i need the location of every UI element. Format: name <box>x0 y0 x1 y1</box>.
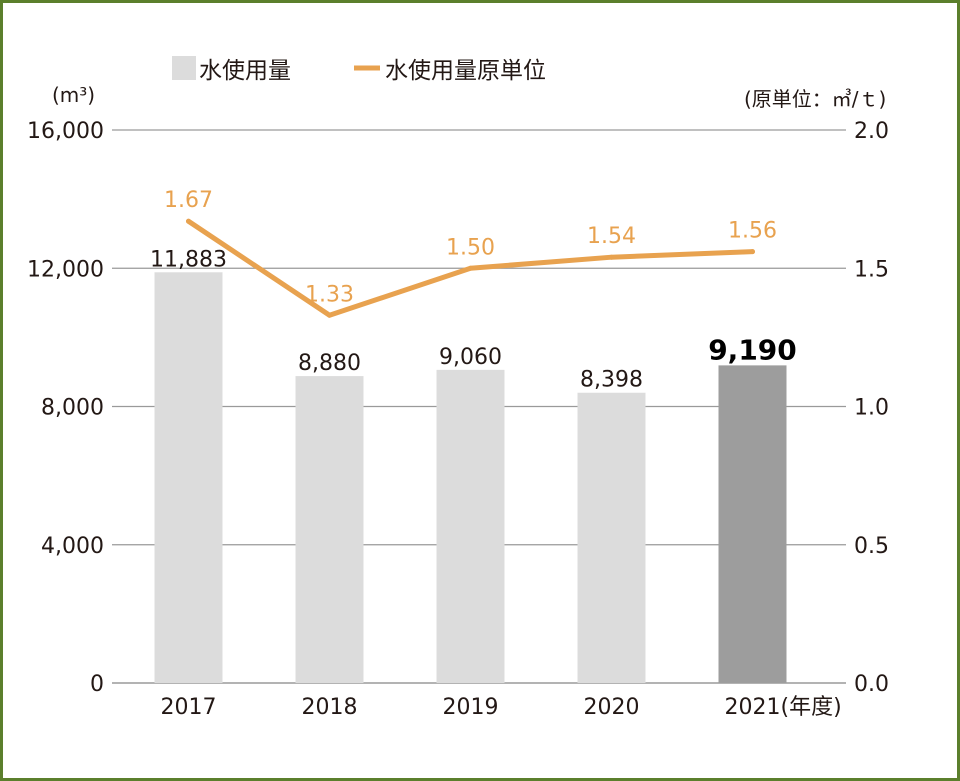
line-value-label: 1.67 <box>164 188 213 213</box>
unit-usage-line <box>186 218 755 318</box>
left-tick-label: 0 <box>90 672 104 697</box>
right-axis-unit: (原単位：㎥/ｔ) <box>744 87 886 111</box>
line-point <box>750 249 755 255</box>
x-axis-unit-label: (年度) <box>781 695 842 720</box>
bar-value-label: 8,880 <box>298 351 361 376</box>
x-tick-label: 2019 <box>443 695 499 720</box>
left-axis-unit: (m³) <box>52 83 95 107</box>
x-tick-label: 2018 <box>302 695 358 720</box>
line-point <box>327 312 332 318</box>
left-tick-label: 8,000 <box>41 396 104 421</box>
bar-2021 <box>718 365 787 683</box>
right-tick-label: 0.0 <box>854 672 889 697</box>
x-tick-label: 2020 <box>584 695 640 720</box>
right-tick-label: 1.5 <box>854 257 889 282</box>
x-tick-label: 2017 <box>161 695 217 720</box>
left-tick-label: 12,000 <box>27 257 104 282</box>
bar-value-label: 8,398 <box>580 368 643 393</box>
line-value-label: 1.50 <box>446 235 495 260</box>
right-tick-label: 2.0 <box>854 119 889 144</box>
bar-value-label: 9,190 <box>708 333 797 366</box>
x-tick-label: 2021 <box>725 695 781 720</box>
x-axis-ticks: 2017 2018 2019 2020 2021 (年度) <box>161 695 842 720</box>
bar-value-label: 9,060 <box>439 345 502 370</box>
line-point <box>186 218 191 224</box>
right-axis-ticks: 0.0 0.5 1.0 1.5 2.0 <box>854 119 889 697</box>
line-value-label: 1.33 <box>305 282 354 307</box>
legend-label-bar: 水使用量 <box>199 58 291 84</box>
legend-swatch-bar <box>172 56 196 80</box>
left-axis-ticks: 0 4,000 8,000 12,000 16,000 <box>27 119 104 697</box>
bar-2020 <box>577 392 646 683</box>
bar-value-labels: 11,883 8,880 9,060 8,398 9,190 <box>150 247 797 392</box>
bars <box>154 272 787 683</box>
legend: 水使用量 水使用量原単位 <box>172 56 546 84</box>
left-tick-label: 16,000 <box>27 119 104 144</box>
line-value-label: 1.54 <box>587 224 636 249</box>
line-value-label: 1.56 <box>728 219 777 244</box>
bar-2017 <box>154 272 223 683</box>
left-tick-label: 4,000 <box>41 534 104 559</box>
legend-label-line: 水使用量原単位 <box>385 58 546 84</box>
line-point <box>468 265 473 271</box>
bar-value-label: 11,883 <box>150 247 227 272</box>
bar-2018 <box>295 376 364 683</box>
right-tick-label: 0.5 <box>854 534 889 559</box>
line-value-labels: 1.67 1.33 1.50 1.54 1.56 <box>164 188 777 307</box>
line-point <box>609 254 614 260</box>
right-tick-label: 1.0 <box>854 396 889 421</box>
bar-2019 <box>436 369 505 683</box>
